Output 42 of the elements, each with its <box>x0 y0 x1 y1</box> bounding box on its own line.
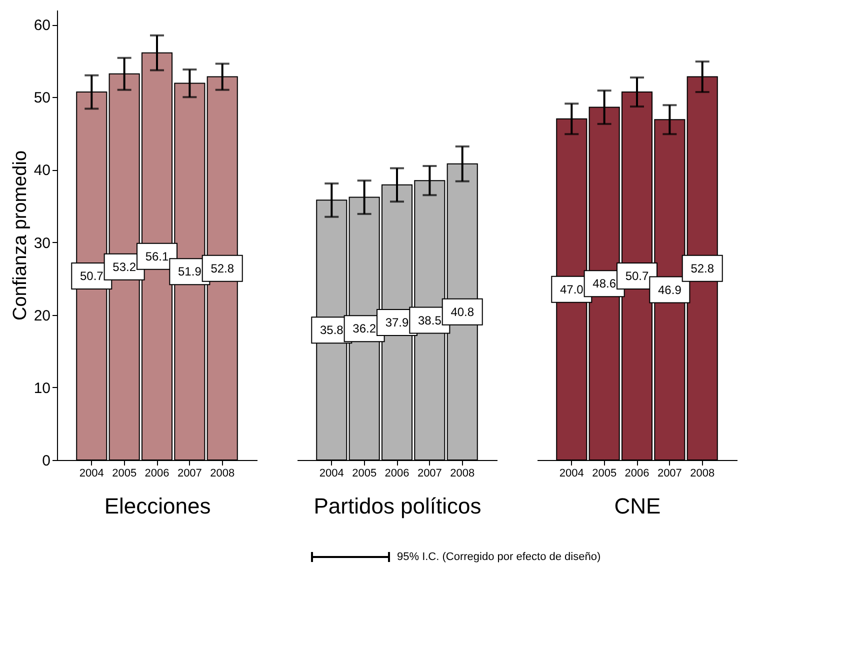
data-label: 50.7 <box>625 269 649 284</box>
x-tick-label: 2006 <box>384 468 410 480</box>
x-tick-label: 2008 <box>210 468 235 480</box>
y-tick-label: 10 <box>34 380 50 397</box>
x-axis-title: CNE <box>614 494 661 518</box>
data-label: 35.8 <box>320 323 344 338</box>
x-tick-label: 2004 <box>79 468 104 480</box>
x-tick-label: 2008 <box>450 468 475 480</box>
x-tick-label: 2005 <box>112 468 137 480</box>
data-label: 36.2 <box>352 322 376 336</box>
x-axis-title: Elecciones <box>104 494 211 518</box>
y-tick-label: 30 <box>34 234 50 252</box>
y-tick-label: 60 <box>34 17 50 34</box>
x-tick-label: 2008 <box>690 468 715 480</box>
data-label: 40.8 <box>450 304 474 319</box>
y-tick-label: 40 <box>34 162 50 180</box>
x-tick-label: 2004 <box>559 468 584 480</box>
data-label: 50.7 <box>80 269 104 284</box>
text: 95% I.C. (Corregido por efecto de diseño) <box>397 551 601 563</box>
x-tick-label: 2007 <box>177 468 202 480</box>
data-label: 38.5 <box>418 313 442 328</box>
y-tick-label: 50 <box>34 90 50 107</box>
data-label: 53.2 <box>112 260 136 274</box>
data-label: 51.9 <box>178 264 202 279</box>
data-label: 52.8 <box>210 261 234 276</box>
x-tick-label: 2007 <box>417 468 442 480</box>
x-tick-label: 2005 <box>592 468 617 480</box>
x-axis-title: Partidos políticos <box>314 494 482 518</box>
y-tick-label: 0 <box>42 452 50 470</box>
data-label: 47.0 <box>560 282 584 296</box>
x-tick-label: 2006 <box>624 468 650 480</box>
y-tick-label: 20 <box>34 307 50 324</box>
data-label: 46.9 <box>658 282 682 297</box>
x-tick-label: 2005 <box>352 468 377 480</box>
data-label: 37.9 <box>385 315 409 330</box>
data-label: 52.8 <box>690 261 714 276</box>
data-label: 48.6 <box>592 276 616 291</box>
x-tick-label: 2007 <box>657 468 682 480</box>
y-axis-title: Confianza promedio <box>10 150 31 321</box>
x-tick-label: 2006 <box>144 468 170 480</box>
data-label: 56.1 <box>145 249 169 264</box>
x-tick-label: 2004 <box>319 468 344 480</box>
